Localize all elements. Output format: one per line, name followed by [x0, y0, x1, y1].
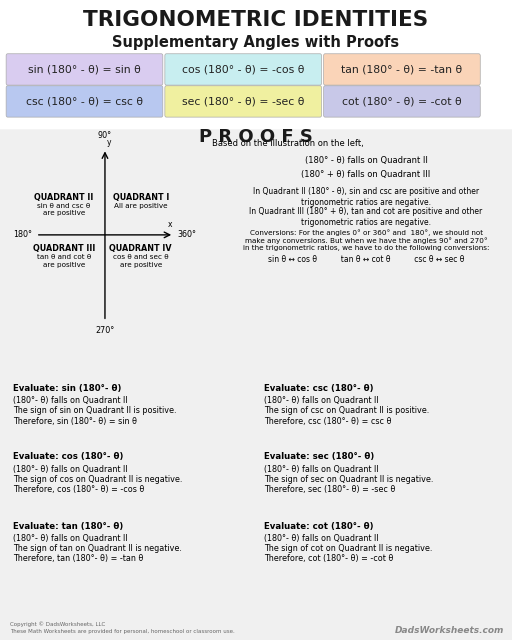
- Text: x: x: [168, 220, 173, 229]
- Text: All are positive: All are positive: [114, 203, 167, 209]
- Text: 360°: 360°: [178, 230, 197, 239]
- Text: (180°- θ) falls on Quadrant II: (180°- θ) falls on Quadrant II: [264, 465, 378, 474]
- Text: sin θ ↔ cos θ          tan θ ↔ cot θ          csc θ ↔ sec θ: sin θ ↔ cos θ tan θ ↔ cot θ csc θ ↔ sec …: [268, 255, 464, 264]
- Text: Evaluate: sin (180°- θ): Evaluate: sin (180°- θ): [13, 384, 121, 393]
- Text: The sign of tan on Quadrant II is negative.: The sign of tan on Quadrant II is negati…: [13, 544, 182, 553]
- Text: sin (180° - θ) = sin θ: sin (180° - θ) = sin θ: [28, 65, 141, 74]
- Text: Therefore, sin (180°- θ) = sin θ: Therefore, sin (180°- θ) = sin θ: [13, 417, 137, 426]
- Text: TRIGONOMETRIC IDENTITIES: TRIGONOMETRIC IDENTITIES: [83, 10, 429, 29]
- Text: QUADRANT IV: QUADRANT IV: [110, 244, 172, 253]
- FancyBboxPatch shape: [0, 129, 512, 640]
- Text: QUADRANT I: QUADRANT I: [113, 193, 169, 202]
- FancyBboxPatch shape: [6, 86, 163, 117]
- Text: cot (180° - θ) = -cot θ: cot (180° - θ) = -cot θ: [342, 97, 462, 106]
- Text: QUADRANT II: QUADRANT II: [34, 193, 94, 202]
- Text: Evaluate: csc (180°- θ): Evaluate: csc (180°- θ): [264, 384, 373, 393]
- Text: QUADRANT III: QUADRANT III: [33, 244, 95, 253]
- Text: The sign of sec on Quadrant II is negative.: The sign of sec on Quadrant II is negati…: [264, 475, 433, 484]
- Text: 270°: 270°: [95, 326, 115, 335]
- Text: Evaluate: cos (180°- θ): Evaluate: cos (180°- θ): [13, 452, 123, 461]
- Text: sec (180° - θ) = -sec θ: sec (180° - θ) = -sec θ: [182, 97, 305, 106]
- Text: The sign of sin on Quadrant II is positive.: The sign of sin on Quadrant II is positi…: [13, 406, 176, 415]
- Text: Therefore, cot (180°- θ) = -cot θ: Therefore, cot (180°- θ) = -cot θ: [264, 554, 393, 563]
- Text: cos θ and sec θ
are positive: cos θ and sec θ are positive: [113, 254, 168, 268]
- FancyBboxPatch shape: [165, 86, 322, 117]
- Text: csc (180° - θ) = csc θ: csc (180° - θ) = csc θ: [26, 97, 143, 106]
- Text: The sign of cos on Quadrant II is negative.: The sign of cos on Quadrant II is negati…: [13, 475, 182, 484]
- Text: Supplementary Angles with Proofs: Supplementary Angles with Proofs: [113, 35, 399, 50]
- FancyBboxPatch shape: [165, 54, 322, 85]
- Text: y: y: [107, 138, 112, 147]
- Text: (180°- θ) falls on Quadrant II: (180°- θ) falls on Quadrant II: [13, 396, 127, 405]
- FancyBboxPatch shape: [6, 54, 163, 85]
- Text: (180°- θ) falls on Quadrant II: (180°- θ) falls on Quadrant II: [13, 534, 127, 543]
- Text: DadsWorksheets.com: DadsWorksheets.com: [395, 626, 504, 635]
- Text: cos (180° - θ) = -cos θ: cos (180° - θ) = -cos θ: [182, 65, 305, 74]
- Text: Copyright © DadsWorksheets, LLC
These Math Worksheets are provided for personal,: Copyright © DadsWorksheets, LLC These Ma…: [10, 621, 235, 634]
- Text: In Quadrant II (180° - θ), sin and csc are positive and other
trigonometric rati: In Quadrant II (180° - θ), sin and csc a…: [253, 188, 479, 207]
- Text: P R O O F S: P R O O F S: [199, 128, 313, 146]
- FancyBboxPatch shape: [324, 54, 480, 85]
- Text: Therefore, sec (180°- θ) = -sec θ: Therefore, sec (180°- θ) = -sec θ: [264, 485, 395, 494]
- Text: Therefore, tan (180°- θ) = -tan θ: Therefore, tan (180°- θ) = -tan θ: [13, 554, 143, 563]
- Text: Evaluate: cot (180°- θ): Evaluate: cot (180°- θ): [264, 522, 373, 531]
- Text: 90°: 90°: [98, 131, 112, 140]
- Text: 180°: 180°: [13, 230, 32, 239]
- Text: sin θ and csc θ
are positive: sin θ and csc θ are positive: [37, 203, 91, 216]
- Text: The sign of cot on Quadrant II is negative.: The sign of cot on Quadrant II is negati…: [264, 544, 432, 553]
- Text: Based on the illustration on the left,: Based on the illustration on the left,: [212, 139, 364, 148]
- Text: Evaluate: tan (180°- θ): Evaluate: tan (180°- θ): [13, 522, 123, 531]
- FancyBboxPatch shape: [324, 86, 480, 117]
- Text: (180° - θ) falls on Quadrant II: (180° - θ) falls on Quadrant II: [305, 156, 428, 164]
- Text: Evaluate: sec (180°- θ): Evaluate: sec (180°- θ): [264, 452, 374, 461]
- Text: (180°- θ) falls on Quadrant II: (180°- θ) falls on Quadrant II: [264, 396, 378, 405]
- Text: In Quadrant III (180° + θ), tan and cot are positive and other
trigonometric rat: In Quadrant III (180° + θ), tan and cot …: [249, 207, 483, 227]
- Text: tan (180° - θ) = -tan θ: tan (180° - θ) = -tan θ: [342, 65, 462, 74]
- Text: Therefore, csc (180°- θ) = csc θ: Therefore, csc (180°- θ) = csc θ: [264, 417, 391, 426]
- Text: (180°- θ) falls on Quadrant II: (180°- θ) falls on Quadrant II: [264, 534, 378, 543]
- Text: tan θ and cot θ
are positive: tan θ and cot θ are positive: [37, 254, 91, 268]
- Text: (180°- θ) falls on Quadrant II: (180°- θ) falls on Quadrant II: [13, 465, 127, 474]
- Text: Therefore, cos (180°- θ) = -cos θ: Therefore, cos (180°- θ) = -cos θ: [13, 485, 144, 494]
- Text: The sign of csc on Quadrant II is positive.: The sign of csc on Quadrant II is positi…: [264, 406, 429, 415]
- Text: (180° + θ) falls on Quadrant III: (180° + θ) falls on Quadrant III: [302, 170, 431, 179]
- Text: Conversions: For the angles 0° or 360° and  180°, we should not
make any convers: Conversions: For the angles 0° or 360° a…: [243, 229, 489, 251]
